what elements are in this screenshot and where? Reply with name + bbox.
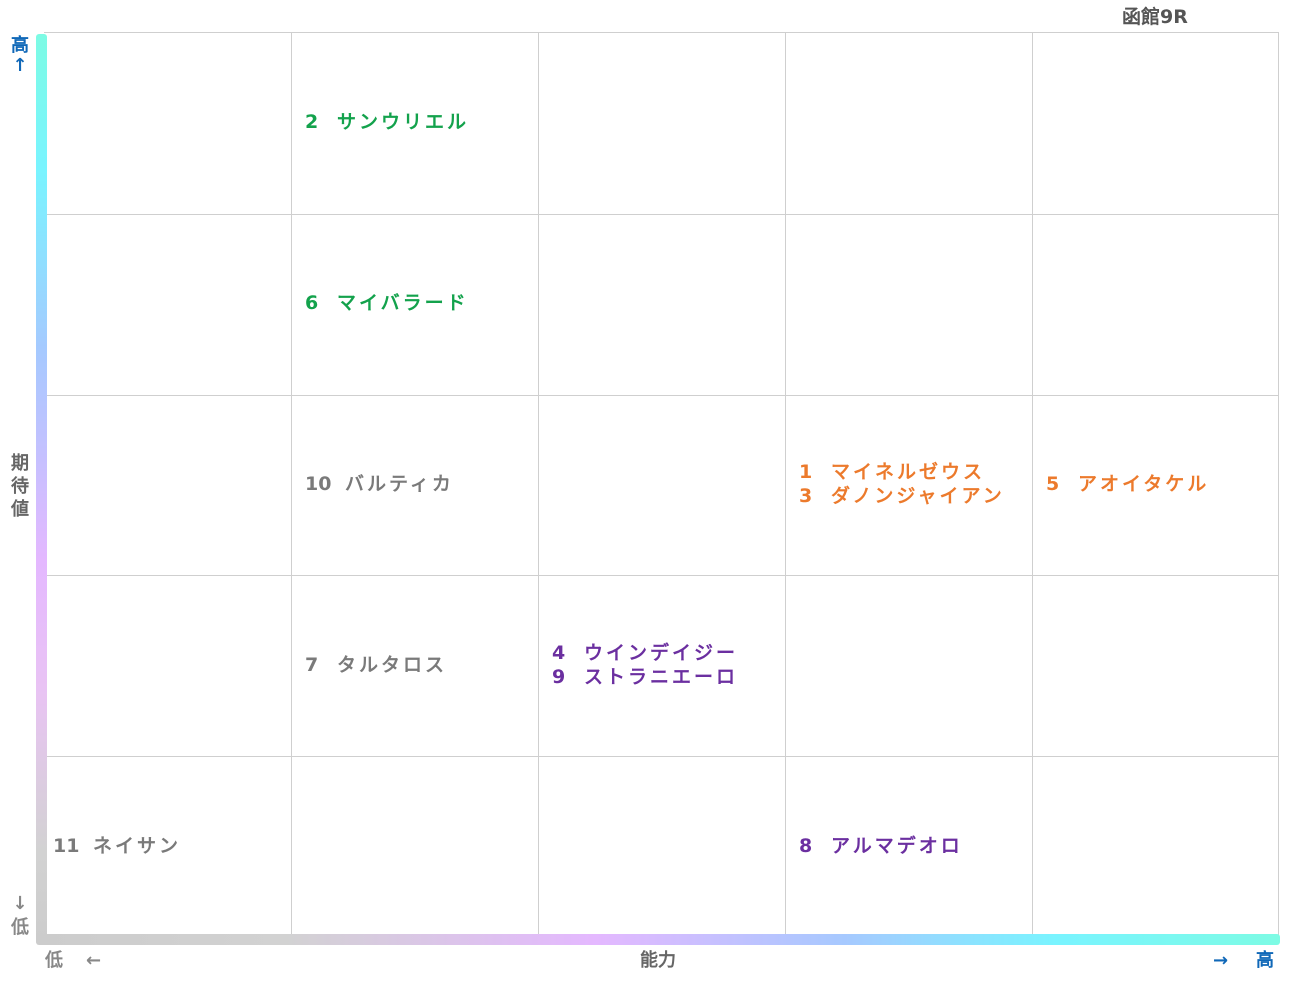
x-axis-low-label: 低 [45,950,63,971]
horse-entry-4: 4 ウインデイジー [552,641,738,665]
horse-name: マイネルゼウス [831,461,986,483]
gridline-vertical [1032,33,1033,936]
x-axis-title: 能力 [640,950,676,971]
horse-name: ダノンジャイアン [831,485,1005,507]
x-axis-high-label: 高 [1256,950,1274,971]
horse-entry-6: 6 マイバラード [305,291,469,315]
horse-number: 1 [799,461,813,483]
horse-entry-11: 11 ネイサン [53,834,181,858]
horse-name: アルマデオロ [831,834,963,857]
horse-name: ウインデイジー [584,641,739,664]
horse-number: 9 [552,665,566,688]
x-axis-gradient-bar [36,934,1280,945]
horse-number: 4 [552,641,566,664]
horse-name: ネイサン [93,834,182,857]
horse-name: タルタロス [337,653,448,676]
gridline-vertical [538,33,539,936]
horse-entry-9: 9 ストラニエーロ [552,665,738,689]
horse-name: バルティカ [345,473,454,495]
horse-name: ストラニエーロ [584,665,739,688]
y-axis-title: 期待値 [11,453,29,520]
horse-entry-5: 5 アオイタケル [1046,472,1209,496]
horse-number: 7 [305,653,319,676]
gridline-vertical [291,33,292,936]
horse-name: アオイタケル [1078,473,1210,495]
y-axis-gradient-bar [36,34,47,942]
race-title: 函館9R [1122,6,1188,28]
gridline-horizontal [44,214,1278,215]
horse-entry-8: 8 アルマデオロ [799,834,963,858]
horse-entry-2: 2 サンウリエル [305,110,469,134]
horse-name: サンウリエル [337,111,470,134]
horse-number: 2 [305,111,319,134]
horse-number: 3 [799,485,813,507]
right-arrow-icon: → [1213,950,1229,971]
gridline-horizontal [44,756,1278,757]
horse-number: 11 [53,834,80,857]
horse-entry-1: 1 マイネルゼウス [799,460,985,484]
gridline-horizontal [44,395,1278,396]
y-axis-high-label: 高 [11,35,29,56]
down-arrow-icon: ↓ [12,893,28,914]
y-axis-low-label: 低 [11,917,29,938]
horse-name: マイバラード [337,292,469,315]
horse-entry-3: 3 ダノンジャイアン [799,484,1005,508]
gridline-horizontal [44,575,1278,576]
horse-number: 6 [305,292,319,315]
up-arrow-icon: ↑ [12,55,28,76]
gridline-vertical [785,33,786,936]
chart-grid [44,32,1279,936]
horse-number: 5 [1046,473,1060,495]
left-arrow-icon: ← [86,950,102,971]
horse-entry-7: 7 タルタロス [305,653,447,677]
horse-entry-10: 10 バルティカ [305,472,454,496]
horse-number: 8 [799,834,813,857]
horse-number: 10 [305,473,332,495]
